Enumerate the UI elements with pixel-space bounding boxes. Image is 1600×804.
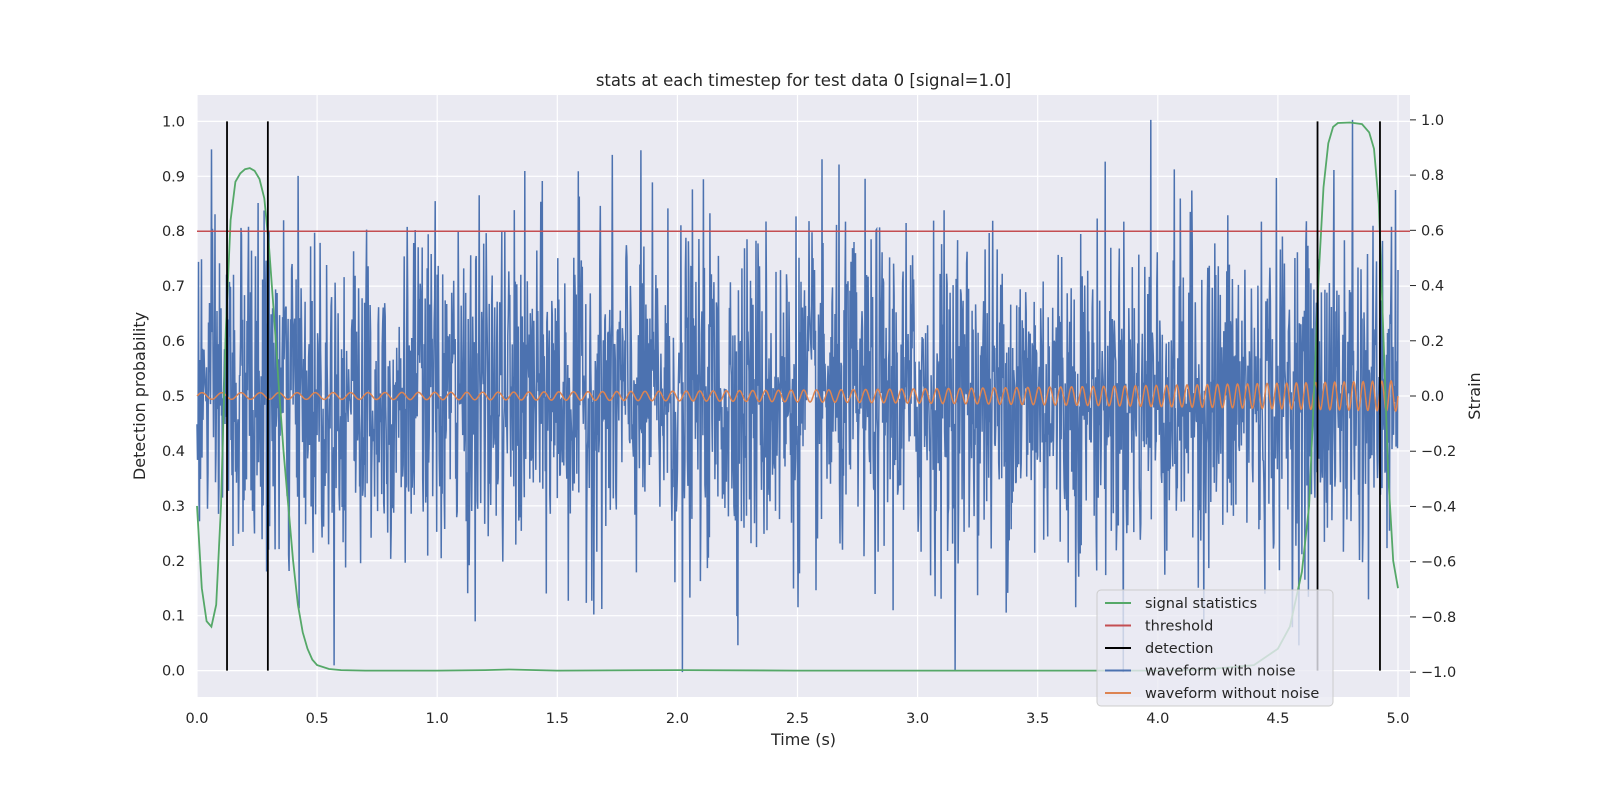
right-y-tick-label: −0.2: [1421, 444, 1456, 460]
series-waveform-without-noise: [196, 379, 1399, 413]
legend-label: waveform with noise: [1145, 664, 1296, 680]
right-y-tick-label: −0.4: [1421, 499, 1456, 515]
right-y-tick-label: −1.0: [1421, 665, 1456, 681]
right-y-tick-label: 0.4: [1421, 279, 1444, 295]
series-layer: [196, 119, 1410, 673]
left-y-tick-label: 0.2: [162, 554, 185, 570]
legend-label: detection: [1145, 641, 1213, 657]
legend-label: signal statistics: [1145, 596, 1257, 612]
legend-box: [1096, 589, 1334, 707]
x-tick-label: 4.0: [1146, 711, 1169, 727]
legend-label: threshold: [1145, 619, 1213, 635]
chart-title: stats at each timestep for test data 0 […: [596, 71, 1011, 90]
legend: signal statistics threshold detection wavef…: [1096, 589, 1334, 707]
left-y-tick-label: 0.3: [162, 499, 185, 515]
series-waveform-with-noise: [196, 119, 1399, 673]
x-axis-label: Time (s): [770, 730, 836, 749]
x-tick-label: 3.5: [1026, 711, 1049, 727]
right-y-axis-label: Strain: [1465, 372, 1484, 419]
left-y-tick-label: 0.5: [162, 389, 185, 405]
x-tick-label: 2.5: [786, 711, 809, 727]
left-y-tick-label: 0.7: [162, 279, 185, 295]
series-signal-statistics: [196, 121, 1399, 672]
right-y-tick-label: −0.6: [1421, 555, 1456, 571]
x-tick-label: 1.5: [546, 711, 569, 727]
x-tick-label: 0.5: [306, 711, 329, 727]
right-y-tick-label: 0.0: [1421, 389, 1444, 405]
legend-items: signal statistics threshold detection wavef…: [1105, 596, 1319, 702]
x-tick-label: 3.0: [906, 711, 929, 727]
axis-ticks: 0.0 0.5 1.0 1.5 2.0 2.5 3.0 3.5 4.0 4.5 5.0 0.0 0.1 0…: [162, 113, 1456, 727]
right-y-tick-label: 0.6: [1421, 223, 1444, 239]
x-tick-label: 2.0: [666, 711, 689, 727]
left-y-tick-label: 1.0: [162, 114, 185, 130]
series-detection: [226, 121, 1381, 671]
left-y-tick-label: 0.0: [162, 664, 185, 680]
left-y-tick-label: 0.8: [162, 224, 185, 240]
right-y-tick-label: 1.0: [1421, 113, 1444, 129]
x-tick-label: 1.0: [426, 711, 449, 727]
left-y-axis-label: Detection probability: [130, 312, 149, 480]
left-y-tick-label: 0.4: [162, 444, 185, 460]
x-tick-label: 5.0: [1386, 711, 1409, 727]
right-y-tick-label: 0.8: [1421, 168, 1444, 184]
left-y-tick-label: 0.9: [162, 169, 185, 185]
left-y-tick-label: 0.6: [162, 334, 185, 350]
right-y-tick-label: 0.2: [1421, 334, 1444, 350]
left-y-tick-label: 0.1: [162, 609, 185, 625]
right-y-tick-label: −0.8: [1421, 610, 1456, 626]
legend-label: waveform without noise: [1145, 686, 1319, 702]
x-tick-label: 4.5: [1266, 711, 1289, 727]
x-tick-label: 0.0: [185, 711, 208, 727]
